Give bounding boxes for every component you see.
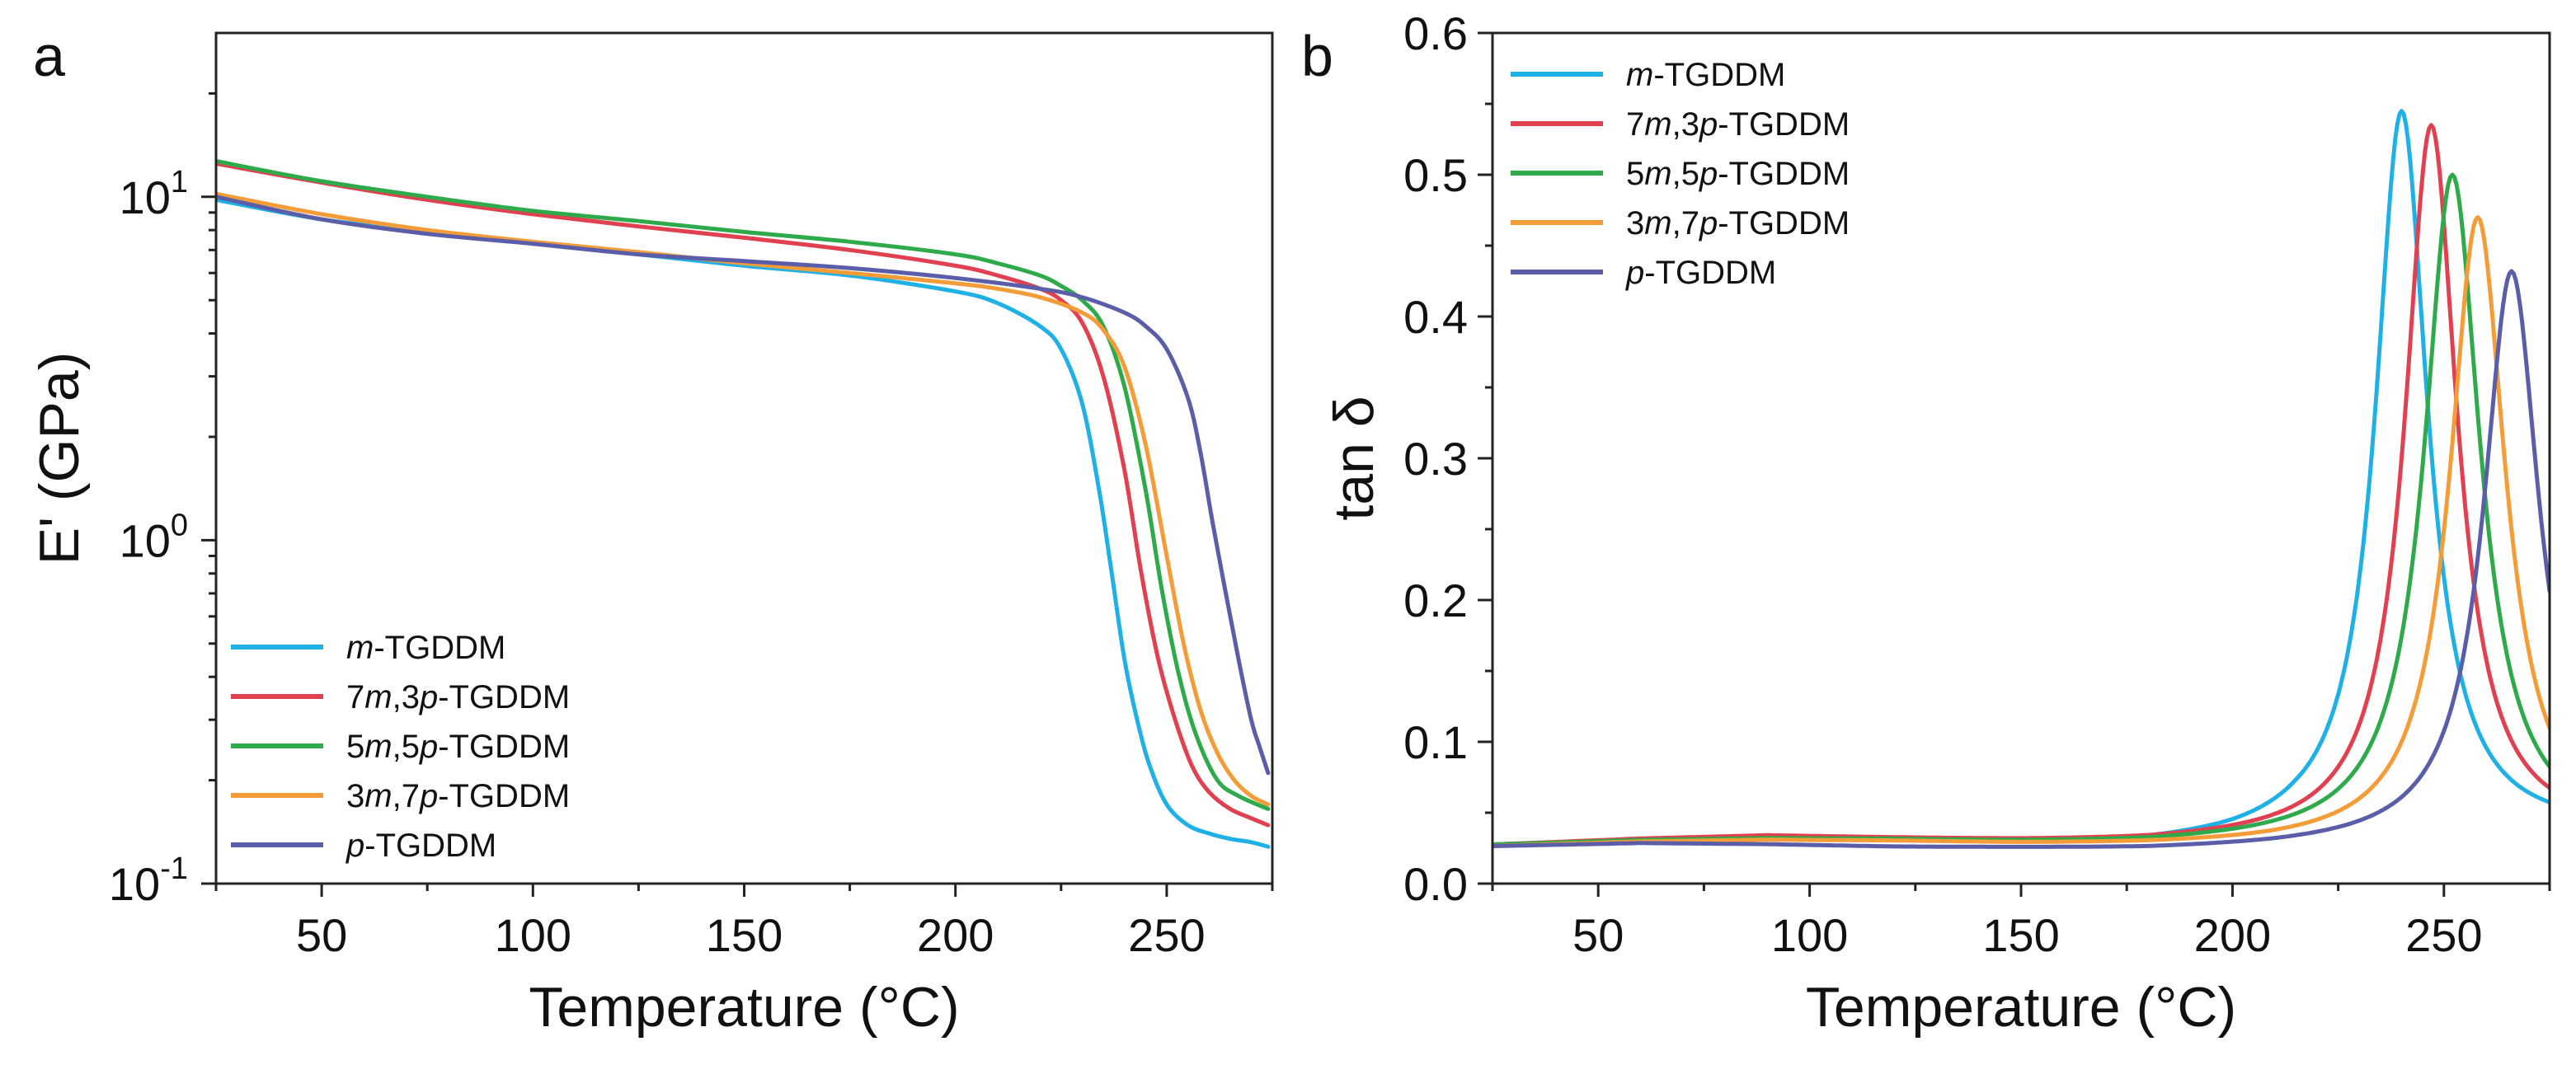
y-axis-title: E' (GPa) bbox=[28, 352, 91, 565]
legend-label-1: m-TGDDM bbox=[1626, 57, 1785, 93]
panel-b: 50 100 150 200 250 0.0 0.1 0.2 0.3 0.4 0.5 0.6 Tempe… bbox=[1301, 7, 2551, 1039]
legend-label-2: 7m,3p-TGDDM bbox=[346, 679, 570, 715]
legend-label-4: 3m,7p-TGDDM bbox=[1626, 205, 1850, 242]
legend-label-1: m-TGDDM bbox=[346, 630, 505, 666]
series-line-4 bbox=[216, 191, 1271, 807]
y-tick-label: 0.4 bbox=[1403, 291, 1468, 343]
x-tick-label: 200 bbox=[2194, 909, 2271, 961]
x-axis-title: Temperature (°C) bbox=[529, 976, 959, 1039]
legend-label-5: p-TGDDM bbox=[346, 828, 496, 864]
x-tick-label: 250 bbox=[2405, 909, 2482, 961]
x-tick-label: 50 bbox=[1572, 909, 1624, 961]
legend-label-2: 7m,3p-TGDDM bbox=[1626, 106, 1850, 143]
panel-letter: a bbox=[33, 24, 65, 88]
series-group bbox=[216, 159, 1271, 849]
legend-label-3: 5m,5p-TGDDM bbox=[346, 729, 570, 765]
legend: m-TGDDM 7m,3p-TGDDM 5m,5p-TGDDM 3m,7p-TGDDM… bbox=[231, 630, 570, 864]
series-line-5 bbox=[216, 195, 1271, 776]
x-tick-label: 50 bbox=[296, 909, 347, 961]
x-tick-label: 200 bbox=[917, 909, 994, 961]
legend-label-5: p-TGDDM bbox=[1625, 255, 1776, 291]
series-line-2 bbox=[216, 161, 1271, 828]
y-tick-label: 0.6 bbox=[1403, 7, 1468, 59]
y-tick-label: 101 bbox=[120, 165, 188, 223]
series-line-4 bbox=[1492, 215, 2550, 848]
y-tick-label: 10-1 bbox=[109, 851, 188, 910]
y-tick-label: 0.1 bbox=[1403, 716, 1468, 768]
x-tick-label: 100 bbox=[495, 909, 571, 961]
y-tick-label: 0.3 bbox=[1403, 433, 1468, 485]
series-line-3 bbox=[216, 159, 1271, 811]
y-tick-label: 0.5 bbox=[1403, 149, 1468, 201]
x-axis-title: Temperature (°C) bbox=[1806, 976, 2236, 1039]
legend-label-3: 5m,5p-TGDDM bbox=[1626, 156, 1850, 192]
x-tick-label: 150 bbox=[706, 909, 783, 961]
panel-a: 50 100 150 200 250 10-1 100 101 Temperature (°C)… bbox=[28, 24, 1274, 1039]
y-tick-label: 100 bbox=[120, 508, 188, 566]
series-line-5 bbox=[1492, 269, 2550, 849]
legend-label-4: 3m,7p-TGDDM bbox=[346, 778, 570, 814]
series-group bbox=[1492, 109, 2550, 849]
y-tick-label: 0.2 bbox=[1403, 575, 1468, 626]
legend: m-TGDDM 7m,3p-TGDDM 5m,5p-TGDDM 3m,7p-TGDDM… bbox=[1511, 57, 1850, 291]
x-tick-label: 100 bbox=[1771, 909, 1848, 961]
y-tick-label: 0.0 bbox=[1403, 858, 1468, 910]
x-tick-label: 150 bbox=[1982, 909, 2059, 961]
panel-letter: b bbox=[1301, 24, 1333, 88]
x-tick-label: 250 bbox=[1128, 909, 1205, 961]
y-axis-title: tan δ bbox=[1323, 396, 1385, 520]
